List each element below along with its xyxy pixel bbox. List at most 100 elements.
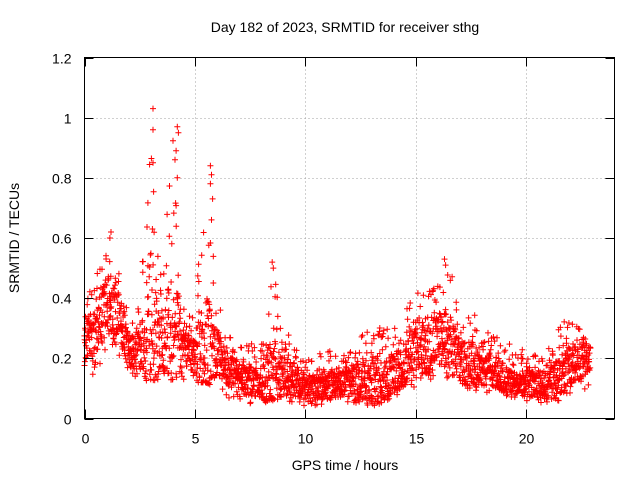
data-point [518,360,525,367]
data-point [116,352,123,359]
data-point [406,332,413,339]
data-point [177,328,183,335]
data-point [94,316,101,322]
data-point [565,320,572,326]
data-point [404,316,411,323]
data-point [321,368,328,375]
data-point [211,345,218,352]
data-point [581,385,588,392]
data-point [564,324,571,331]
data-point [218,338,224,345]
data-point [346,367,353,374]
data-point [146,273,153,280]
data-point [477,377,484,384]
data-point [430,372,437,379]
data-point [519,355,526,362]
data-point [172,156,178,163]
data-point [216,372,223,379]
data-point [443,311,450,318]
data-point [260,341,267,348]
data-point [407,345,414,352]
data-point [159,351,166,358]
data-point [96,312,103,319]
data-point [145,311,152,318]
data-point [181,320,188,327]
data-point [379,346,386,353]
data-point [105,316,112,323]
data-point [167,358,174,365]
data-point [84,301,91,308]
data-point [201,355,208,361]
data-point [148,155,155,162]
data-point [173,223,180,230]
data-point [549,350,556,357]
data-point [198,310,205,316]
data-point [403,329,410,336]
data-point [326,357,332,364]
data-point [385,335,392,342]
data-point [532,353,539,360]
data-point [384,377,391,384]
data-point [221,348,227,355]
data-point [113,331,119,338]
data-point [146,342,153,349]
data-point [215,329,222,336]
data-point [508,370,515,377]
data-point [380,330,387,337]
data-point [491,338,498,345]
data-point [538,399,544,406]
data-point [502,347,509,354]
data-point [143,279,150,286]
data-point [355,373,362,380]
data-point [167,330,174,337]
data-point [143,377,150,384]
data-point [268,283,274,290]
data-point [129,370,136,377]
data-point [447,314,454,321]
data-point [177,315,184,322]
data-point [386,395,393,402]
data-point [166,345,173,352]
data-point [428,291,434,298]
data-point [407,300,414,306]
data-point [147,250,154,257]
data-point [274,313,281,320]
data-point [158,307,165,314]
data-point [104,308,111,315]
data-point [207,333,214,340]
data-point [427,376,434,383]
data-point [341,387,348,394]
data-point [539,358,546,365]
data-point [203,347,210,354]
data-point [352,350,359,357]
data-point [309,398,316,405]
data-point [574,337,580,344]
data-point [426,369,433,376]
axis-ticks: 0 0.2 0.4 0.6 0.8 1 1.2 0 5 10 15 20 [52,51,615,447]
data-point [444,337,451,344]
data-point [409,351,416,358]
data-point [148,367,155,373]
data-point [283,346,290,353]
y-tick-label: 1.2 [52,51,72,67]
data-point [208,216,215,223]
data-point [176,310,183,317]
data-point [471,358,478,365]
data-point [489,377,496,383]
data-point [561,360,568,367]
data-point [562,371,568,377]
data-point [168,240,175,247]
data-point [164,334,171,340]
data-point [531,378,538,385]
data-point [153,343,160,350]
y-tick-label: 0.6 [52,231,72,247]
data-point [204,298,211,305]
data-point [285,352,292,359]
data-point [341,391,347,398]
x-tick-label: 5 [192,431,200,447]
data-point [89,371,96,378]
data-point [237,395,244,402]
data-point [207,368,214,375]
data-point [146,264,153,270]
data-point [478,354,485,361]
